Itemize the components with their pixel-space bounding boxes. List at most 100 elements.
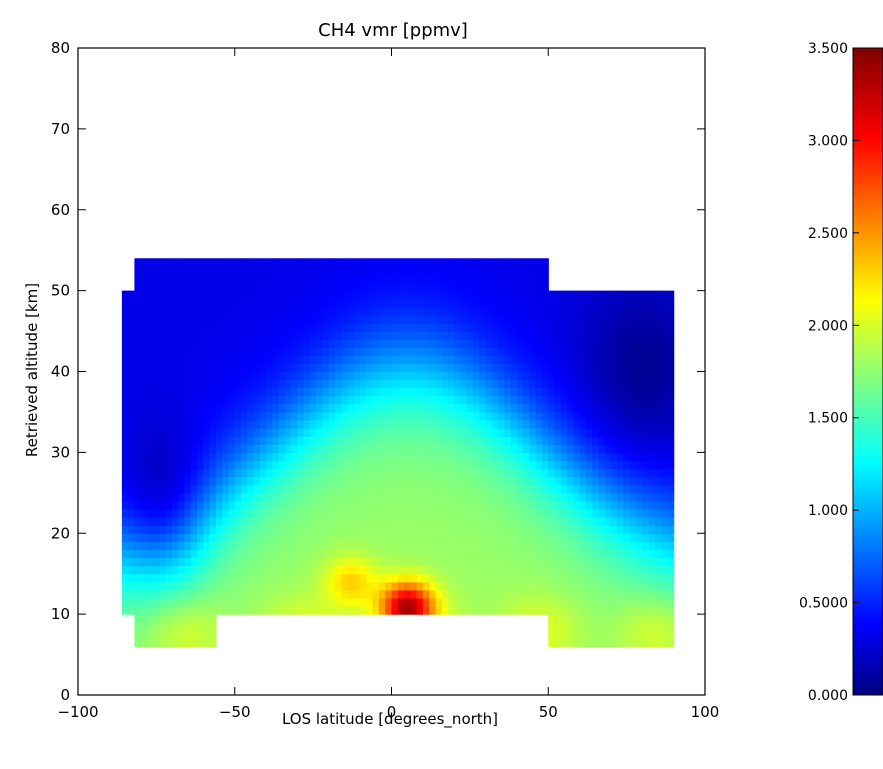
heatmap-cell (491, 436, 499, 445)
heatmap-cell (153, 403, 161, 413)
heatmap-cell (360, 355, 368, 365)
heatmap-cell (422, 387, 430, 397)
heatmap-cell (335, 500, 342, 510)
heatmap-cell (266, 508, 273, 518)
heatmap-cell (372, 355, 380, 365)
heatmap-cell (642, 371, 650, 381)
heatmap-cell (259, 549, 267, 559)
heatmap-cell (253, 266, 261, 276)
heatmap-cell (190, 436, 198, 445)
heatmap-cell (146, 379, 154, 389)
heatmap-cell (247, 525, 255, 534)
heatmap-cell (347, 476, 355, 486)
heatmap-cell (266, 420, 273, 429)
heatmap-cell (172, 614, 179, 623)
heatmap-cell (548, 533, 556, 542)
heatmap-cell (165, 371, 173, 381)
heatmap-cell (416, 428, 424, 437)
heatmap-cell (284, 403, 292, 413)
heatmap-cell (554, 363, 562, 373)
heatmap-cell (278, 282, 286, 292)
heatmap-cell (579, 606, 587, 615)
heatmap-cell (272, 282, 280, 292)
heatmap-cell (140, 444, 148, 453)
heatmap-cell (303, 428, 311, 437)
heatmap-cell (466, 565, 474, 575)
heatmap-cell (234, 476, 242, 486)
heatmap-cell (272, 371, 280, 381)
heatmap-cell (203, 573, 211, 583)
heatmap-cell (309, 258, 317, 267)
heatmap-cell (197, 581, 204, 591)
heatmap-cell (510, 298, 518, 308)
heatmap-cell (165, 428, 173, 437)
heatmap-cell (372, 379, 380, 389)
heatmap-cell (297, 282, 305, 292)
heatmap-cell (510, 460, 518, 470)
heatmap-cell (347, 525, 355, 534)
heatmap-cell (397, 331, 405, 340)
heatmap-cell (222, 395, 230, 405)
heatmap-cell (447, 314, 455, 324)
heatmap-cell (391, 476, 399, 486)
heatmap-cell (140, 638, 148, 648)
heatmap-cell (422, 363, 430, 373)
heatmap-cell (184, 387, 192, 397)
heatmap-cell (397, 492, 405, 502)
heatmap-cell (228, 533, 236, 542)
heatmap-cell (241, 355, 248, 365)
heatmap-cell (447, 379, 455, 389)
heatmap-cell (560, 420, 568, 429)
heatmap-cell (328, 517, 336, 526)
heatmap-cell (347, 533, 355, 542)
heatmap-cell (316, 565, 324, 575)
heatmap-cell (360, 314, 368, 324)
heatmap-cell (197, 541, 204, 551)
heatmap-cell (190, 614, 198, 623)
heatmap-cell (404, 606, 411, 615)
heatmap-cell (623, 428, 631, 437)
heatmap-cell (247, 606, 255, 615)
heatmap-cell (241, 428, 248, 437)
heatmap-cell (134, 411, 142, 421)
heatmap-cell (491, 290, 499, 300)
heatmap-cell (259, 379, 267, 389)
heatmap-cell (372, 484, 380, 494)
heatmap-cell (454, 500, 462, 510)
heatmap-cell (642, 589, 650, 599)
heatmap-cell (272, 549, 280, 559)
heatmap-cell (667, 476, 675, 486)
heatmap-cell (485, 355, 493, 365)
heatmap-cell (266, 533, 273, 542)
heatmap-cell (410, 411, 418, 421)
heatmap-cell (360, 549, 368, 559)
heatmap-cell (341, 500, 349, 510)
heatmap-cell (560, 428, 568, 437)
heatmap-cell (159, 557, 167, 567)
heatmap-cell (278, 403, 286, 413)
heatmap-cell (197, 339, 204, 348)
heatmap-cell (504, 589, 512, 599)
heatmap-cell (347, 363, 355, 373)
heatmap-cell (447, 525, 455, 534)
heatmap-cell (215, 492, 223, 502)
heatmap-cell (341, 258, 349, 267)
heatmap-cell (178, 476, 186, 486)
heatmap-cell (554, 371, 562, 381)
heatmap-cell (209, 444, 217, 453)
heatmap-cell (485, 557, 493, 567)
heatmap-cell (234, 387, 242, 397)
heatmap-cell (121, 347, 129, 356)
heatmap-cell (247, 331, 255, 340)
heatmap-cell (328, 411, 336, 421)
heatmap-cell (535, 339, 543, 348)
heatmap-cell (491, 339, 499, 348)
heatmap-cell (291, 452, 299, 462)
heatmap-cell (178, 533, 186, 542)
heatmap-cell (159, 573, 167, 583)
heatmap-cell (297, 468, 305, 478)
heatmap-cell (146, 411, 154, 421)
heatmap-cell (328, 347, 336, 356)
heatmap-cell (404, 517, 411, 526)
heatmap-cell (422, 322, 430, 332)
